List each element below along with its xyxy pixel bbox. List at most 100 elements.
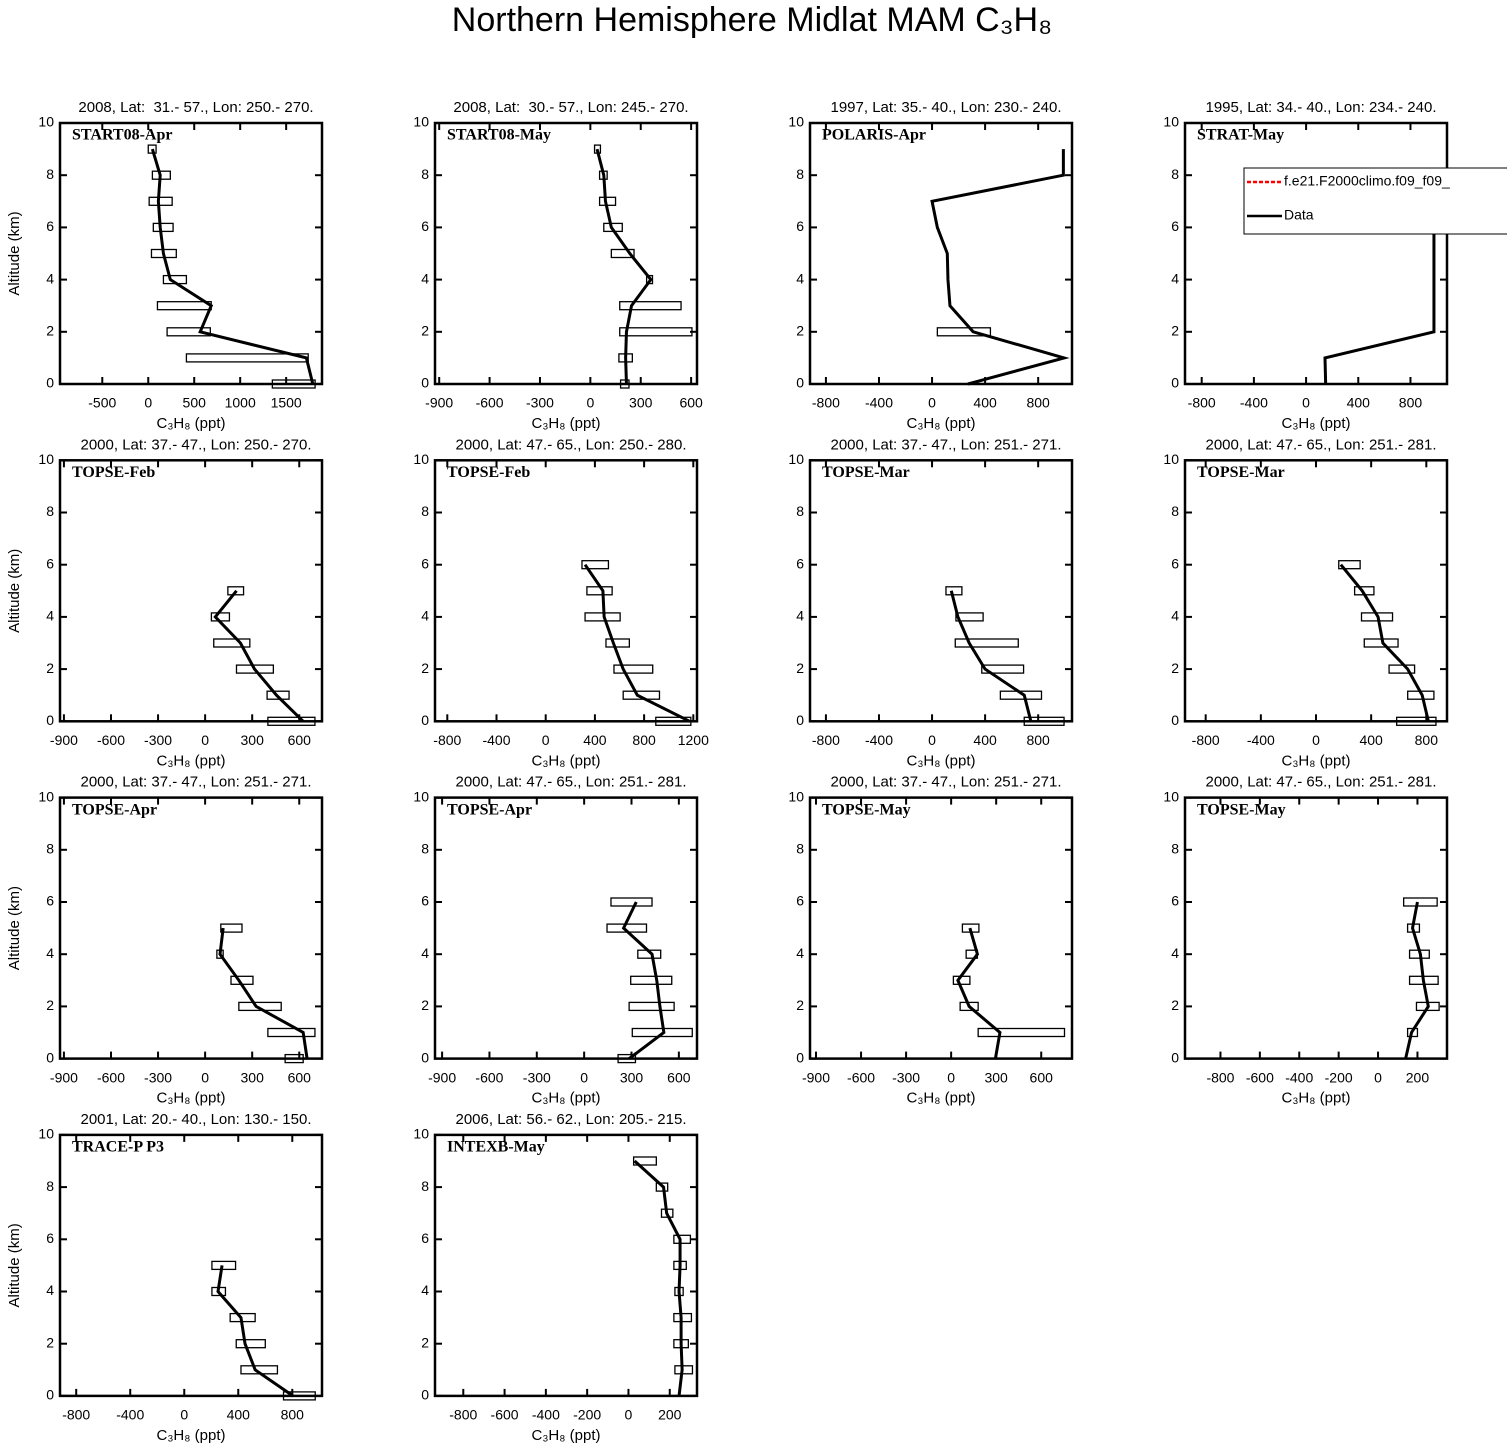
x-tick-label: 400: [973, 732, 997, 748]
range-box: [282, 1391, 316, 1401]
range-box: [1396, 716, 1437, 726]
y-tick-label: 8: [796, 166, 804, 182]
legend-label: Data: [1284, 207, 1314, 223]
panel-annotation: INTEXB-May: [447, 1139, 545, 1156]
x-axis-label: C₃H₈ (ppt): [906, 752, 975, 769]
y-tick-label: 2: [421, 1334, 429, 1350]
data-line: [956, 927, 1002, 1059]
x-tick-label: 1200: [678, 732, 709, 748]
range-box: [674, 1365, 694, 1375]
data-line: [1339, 563, 1430, 722]
x-tick-label: 300: [984, 1069, 1008, 1085]
panel-subtitle: 1995, Lat: 34.- 40., Lon: 234.- 240.: [1205, 99, 1436, 116]
y-tick-label: 4: [421, 1282, 429, 1298]
x-tick-label: 600: [1030, 1069, 1054, 1085]
panel-subtitle: 2000, Lat: 47.- 65., Lon: 251.- 281.: [455, 774, 686, 791]
range-box: [605, 638, 630, 648]
x-tick-label: -800: [812, 395, 840, 411]
y-tick-label: 10: [788, 788, 804, 804]
panel-subtitle: 2006, Lat: 56.- 62., Lon: 205.- 215.: [455, 1111, 686, 1128]
panel-annotation: TOPSE-Apr: [72, 801, 157, 818]
range-box: [622, 690, 661, 700]
x-tick-label: -900: [50, 1069, 78, 1085]
data-line: [595, 148, 653, 385]
y-tick-label: 8: [1171, 166, 1179, 182]
data-line: [930, 149, 1070, 386]
y-tick-label: 4: [421, 945, 429, 961]
range-box: [267, 716, 316, 726]
panel-subtitle: 2000, Lat: 37.- 47., Lon: 251.- 271.: [830, 436, 1061, 453]
range-box: [977, 1027, 1066, 1038]
y-axis-label: Altitude (km): [6, 549, 23, 633]
x-axis-label: C₃H₈ (ppt): [156, 415, 225, 432]
range-box: [613, 664, 654, 674]
x-axis-label: C₃H₈ (ppt): [156, 1090, 225, 1107]
y-tick-label: 0: [796, 712, 804, 728]
y-tick-label: 4: [1171, 608, 1179, 624]
panel-annotation: START08-May: [447, 127, 551, 144]
range-box: [981, 664, 1025, 674]
x-tick-label: -900: [802, 1069, 830, 1085]
x-tick-label: 300: [241, 732, 265, 748]
range-box: [936, 327, 992, 337]
x-tick-label: 600: [667, 1069, 691, 1085]
y-tick-label: 10: [38, 788, 54, 804]
y-tick-label: 10: [788, 114, 804, 130]
x-tick-label: -600: [97, 732, 125, 748]
range-box: [235, 1339, 266, 1349]
x-tick-label: -400: [482, 732, 510, 748]
y-tick-label: 2: [46, 1334, 54, 1350]
y-tick-label: 10: [38, 451, 54, 467]
data-line: [218, 927, 309, 1059]
y-tick-label: 2: [796, 660, 804, 676]
x-tick-label: 600: [288, 1069, 312, 1085]
range-box: [266, 690, 290, 700]
range-box: [271, 379, 316, 389]
data-line: [621, 901, 666, 1060]
x-tick-label: 1000: [225, 395, 256, 411]
y-tick-label: 0: [421, 712, 429, 728]
y-tick-label: 0: [46, 375, 54, 391]
y-tick-label: 0: [796, 375, 804, 391]
y-tick-label: 6: [46, 555, 54, 571]
x-tick-label: 400: [973, 395, 997, 411]
y-tick-label: 10: [38, 114, 54, 130]
range-box: [959, 1001, 979, 1012]
x-axis-label: C₃H₈ (ppt): [1281, 415, 1350, 432]
x-tick-label: 400: [583, 732, 607, 748]
x-tick-label: -600: [1246, 1069, 1274, 1085]
panel-annotation: TOPSE-Feb: [447, 464, 530, 481]
y-tick-label: 0: [46, 712, 54, 728]
y-tick-label: 8: [46, 1178, 54, 1194]
x-tick-label: 400: [1347, 395, 1371, 411]
range-box: [1338, 560, 1361, 570]
x-tick-label: 800: [281, 1407, 305, 1423]
range-box: [610, 897, 653, 907]
x-tick-label: 200: [1406, 1069, 1430, 1085]
data-line: [1404, 901, 1430, 1059]
range-box: [673, 1234, 692, 1244]
data-line: [949, 590, 1033, 722]
x-axis-label: C₃H₈ (ppt): [906, 1090, 975, 1107]
data-line: [633, 1159, 684, 1397]
y-tick-label: 4: [421, 270, 429, 286]
y-tick-label: 2: [1171, 997, 1179, 1013]
range-box: [954, 638, 1019, 648]
panel-subtitle: 2000, Lat: 47.- 65., Lon: 250.- 280.: [455, 436, 686, 453]
plot-frame: [58, 459, 324, 723]
panel-subtitle: 2000, Lat: 37.- 47., Lon: 250.- 270.: [80, 436, 311, 453]
y-tick-label: 6: [796, 893, 804, 909]
y-tick-label: 8: [796, 841, 804, 857]
x-tick-label: 800: [1026, 395, 1050, 411]
range-box: [655, 716, 692, 726]
x-tick-label: -400: [116, 1407, 144, 1423]
panel-annotation: TOPSE-Mar: [822, 464, 910, 481]
y-tick-label: 0: [1171, 1049, 1179, 1065]
y-tick-label: 4: [1171, 270, 1179, 286]
x-tick-label: -800: [1188, 395, 1216, 411]
y-tick-label: 8: [46, 841, 54, 857]
y-tick-label: 2: [796, 323, 804, 339]
x-tick-label: 0: [144, 395, 152, 411]
panel-annotation: POLARIS-Apr: [822, 127, 926, 144]
chart-title: Northern Hemisphere Midlat MAM C₃H₈: [452, 1, 1052, 39]
